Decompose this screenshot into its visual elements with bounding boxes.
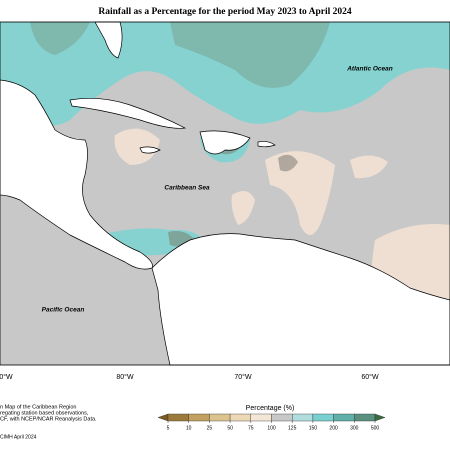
map-title: Rainfall as a Percentage for the period … <box>98 7 351 17</box>
longitude-label: 60°W <box>361 373 379 381</box>
legend-swatch <box>250 413 272 422</box>
legend-swatch <box>354 413 376 422</box>
legend-swatch <box>229 413 252 422</box>
legend-tick-label: 10 <box>186 425 192 431</box>
legend-swatch <box>312 413 334 422</box>
legend-tick-label: 200 <box>329 425 338 431</box>
credit: CIMH April 2024 <box>0 434 37 440</box>
legend-swatch <box>374 413 386 422</box>
legend-swatch <box>167 413 189 422</box>
legend-swatch <box>209 413 231 422</box>
ocean-label: Pacific Ocean <box>42 307 85 314</box>
longitude-label: 80°W <box>116 373 134 381</box>
legend-tick-label: 125 <box>288 425 297 431</box>
ocean-label: Atlantic Ocean <box>346 66 393 73</box>
legend-swatch <box>333 413 355 422</box>
legend-swatch <box>188 413 210 422</box>
legend-tick-label: 500 <box>371 425 380 431</box>
legend-swatch <box>157 413 169 422</box>
source-text: regating station based observations, <box>0 410 89 416</box>
legend-title: Percentage (%) <box>246 405 295 412</box>
legend-tick-label: 100 <box>267 425 276 431</box>
legend-swatch <box>271 413 293 422</box>
legend-tick-label: 150 <box>309 425 318 431</box>
longitude-label: 70°W <box>234 373 252 381</box>
legend-tick-label: 25 <box>207 425 213 431</box>
sea-label: Caribbean Sea <box>164 185 210 192</box>
map <box>0 21 450 366</box>
legend-tick-label: 300 <box>350 425 359 431</box>
legend-swatch <box>292 413 314 422</box>
longitude-label: 0°W <box>0 373 13 381</box>
source-text: n Map of the Caribbean Region <box>0 404 76 410</box>
source-text: CF, with NCEP/NCAR Reanalysis Data. <box>0 416 97 422</box>
legend-tick-label: 75 <box>248 425 254 431</box>
legend-tick-label: 5 <box>167 425 170 431</box>
legend-tick-label: 50 <box>227 425 233 431</box>
